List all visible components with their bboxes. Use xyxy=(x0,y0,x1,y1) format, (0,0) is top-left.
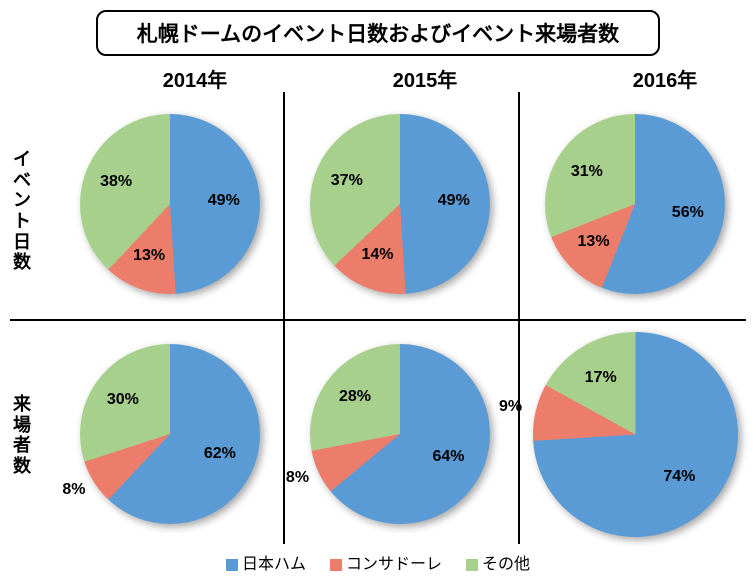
pie-slice-label: 37% xyxy=(331,172,363,190)
pie-slice-label: 14% xyxy=(361,246,393,264)
pie-slice-label: 38% xyxy=(100,173,132,191)
column-header: 2016年 xyxy=(565,64,756,93)
legend-swatch xyxy=(330,559,342,571)
pie-chart: 62% 8% 30% xyxy=(65,329,275,539)
chart-title: 札幌ドームのイベント日数およびイベント来場者数 xyxy=(96,10,660,56)
pie-slice-label: 13% xyxy=(578,233,610,251)
pie-slice-label: 9% xyxy=(499,398,522,416)
grid-divider-vertical xyxy=(283,92,285,544)
row-header: 来場者数 xyxy=(12,394,32,477)
pie-chart: 49% 14% 37% xyxy=(295,99,505,309)
grid-divider-vertical xyxy=(518,92,520,544)
pie-disc xyxy=(80,344,260,524)
pie-slice-label: 28% xyxy=(339,388,371,406)
pie-slice-label: 13% xyxy=(133,247,165,265)
pie-slice-label: 64% xyxy=(432,448,464,466)
legend-swatch xyxy=(466,559,478,571)
legend-label: 日本ハム xyxy=(242,556,306,573)
legend: 日本ハム コンサドーレ その他 xyxy=(10,544,746,574)
pie-slice-label: 49% xyxy=(208,192,240,210)
legend-item: コンサドーレ xyxy=(330,556,442,573)
pie-slice-label: 8% xyxy=(62,481,85,499)
pie-slice-label: 62% xyxy=(204,445,236,463)
pie-slice-label: 17% xyxy=(585,369,617,387)
pie-disc xyxy=(310,344,490,524)
pie-slice-label: 49% xyxy=(438,192,470,210)
pie-slice-label: 56% xyxy=(672,204,704,222)
column-header: 2015年 xyxy=(325,64,525,93)
column-header: 2014年 xyxy=(95,64,295,93)
chart-grid: 2014年2015年2016年イベント日数来場者数49%13%38%49%14%… xyxy=(10,64,746,544)
pie-disc xyxy=(533,332,738,537)
legend-item: その他 xyxy=(466,556,530,573)
pie-slice-label: 8% xyxy=(286,469,309,487)
pie-chart: 49% 13% 38% xyxy=(65,99,275,309)
legend-swatch xyxy=(226,559,238,571)
legend-label: その他 xyxy=(482,556,530,573)
pie-chart: 56% 13% 31% xyxy=(530,99,740,309)
row-header: イベント日数 xyxy=(12,149,32,273)
legend-item: 日本ハム xyxy=(226,556,306,573)
legend-label: コンサドーレ xyxy=(346,556,442,573)
pie-chart: 64%8%28% xyxy=(295,329,505,539)
grid-divider-horizontal xyxy=(10,319,746,321)
pie-slice-label: 30% xyxy=(107,391,139,409)
pie-chart: 74%9%17% xyxy=(530,329,740,539)
pie-slice-label: 31% xyxy=(571,163,603,181)
pie-slice-label: 74% xyxy=(663,468,695,486)
